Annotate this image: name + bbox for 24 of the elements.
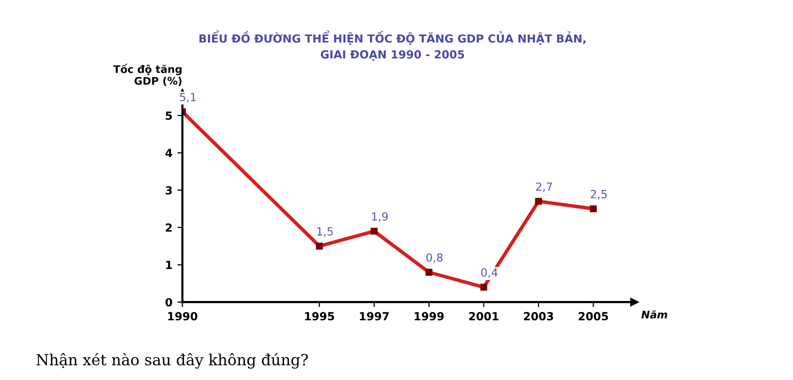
x-tick-label: 1999: [414, 312, 444, 320]
x-tick-label: 2005: [578, 312, 608, 320]
y-tick-label: 4: [165, 148, 172, 158]
data-label: 2,7: [536, 182, 552, 192]
x-tick-label: 2003: [524, 312, 554, 320]
data-label: 5,1: [180, 93, 196, 102]
y-tick-label: 0: [165, 298, 172, 306]
data-label: 0,8: [426, 253, 443, 263]
y-axis-title: Tốc độ tăng GDP (%): [113, 64, 182, 86]
y-tick-label: 1: [166, 260, 172, 269]
data-label: 1,5: [317, 227, 333, 237]
y-tick-label: 3: [166, 186, 172, 195]
data-label: 1,9: [372, 212, 388, 222]
x-tick-label: 1997: [360, 312, 389, 320]
data-label: 2,5: [590, 190, 607, 200]
x-tick-label: 1990: [168, 312, 198, 320]
x-tick-label: 1995: [305, 312, 334, 320]
x-axis-title: Năm: [641, 310, 668, 319]
chart-title: BIỂU ĐỒ ĐƯỜNG THỂ HIỆN TỐC ĐỘ TĂNG GDP CỦA NHẬT BẢN, GIAI ĐOẠN 1990 - 2005: [199, 30, 586, 61]
data-label: 0,4: [481, 268, 498, 278]
y-tick-label: 2: [166, 223, 172, 232]
text: Nhận xét nào sau đây không đúng?: [36, 352, 308, 369]
y-tick-label: 5: [166, 112, 172, 120]
x-tick-label: 2001: [469, 312, 498, 320]
